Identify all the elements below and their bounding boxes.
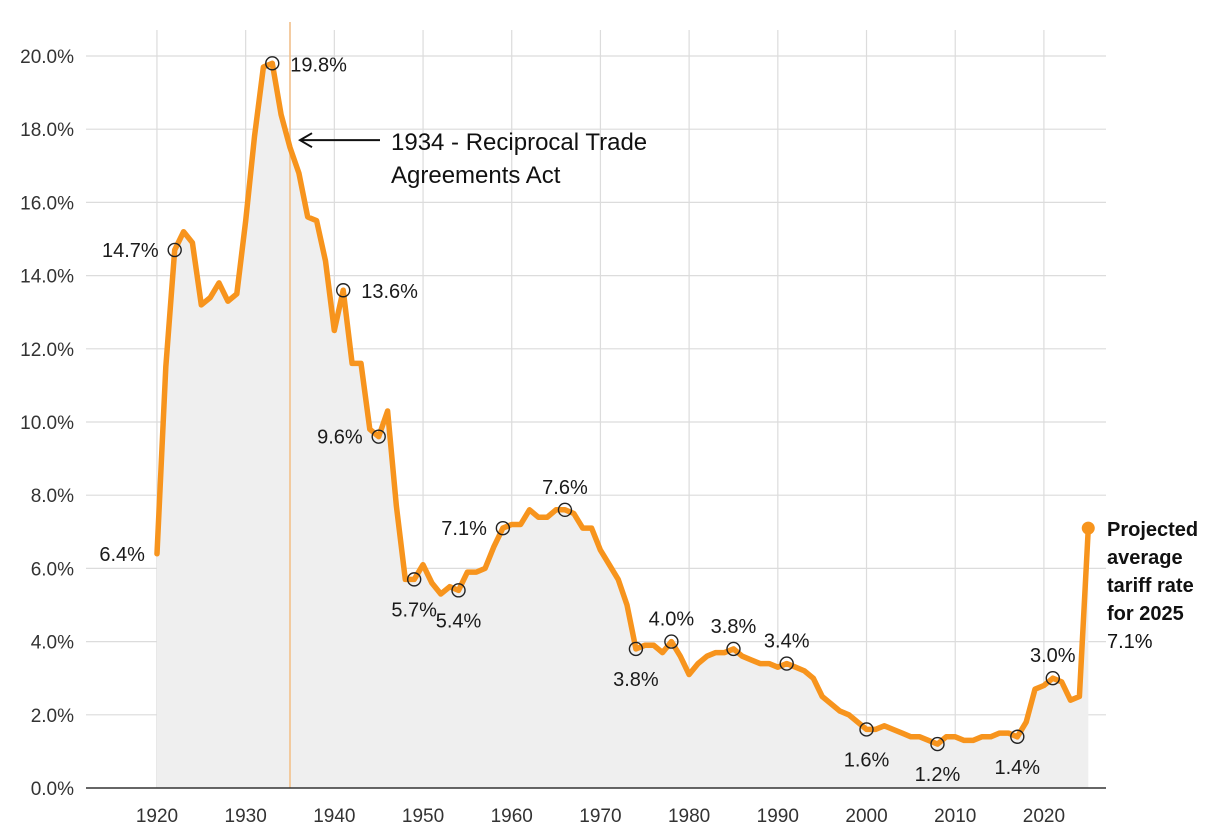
point-marker	[167, 242, 182, 258]
y-tick-label: 10.0%	[20, 413, 74, 434]
data-label: 9.6%	[317, 427, 363, 449]
y-tick-label: 0.0%	[31, 779, 74, 800]
point-marker	[336, 283, 351, 298]
highlighted-points: 14.7% 19.8% 13.6% 9.6% 5.7%5.4% 7.1% 7.6% 3.8% 4…	[102, 54, 1076, 786]
x-tick-label: 1940	[313, 806, 355, 827]
point-marker	[406, 572, 422, 587]
x-tick-label: 1980	[668, 806, 710, 827]
point-marker	[859, 722, 874, 737]
point-marker	[265, 56, 280, 71]
data-label: 1.6%	[844, 749, 890, 771]
y-tick-label: 4.0%	[31, 633, 74, 654]
point-marker	[557, 502, 573, 518]
y-axis-tick-labels: 0.0% 2.0% 4.0% 6.0% 8.0% 10.0% 12.0% 14.0% 16.0%…	[20, 47, 74, 800]
point-marker	[664, 634, 679, 649]
y-tick-label: 18.0%	[20, 120, 74, 141]
data-label: 7.1%	[441, 518, 487, 540]
data-label: 14.7%	[102, 240, 159, 262]
point-marker	[628, 641, 644, 657]
area-fill	[157, 63, 1089, 789]
data-label: 1.2%	[915, 764, 961, 786]
x-tick-label: 1990	[757, 806, 799, 827]
projection-title-line-1: Projected	[1107, 519, 1198, 541]
data-label: 19.8%	[290, 54, 347, 76]
point-marker	[1010, 729, 1025, 744]
point-marker	[779, 656, 794, 671]
annotation-text-line-1: 1934 - Reciprocal Trade	[391, 129, 647, 156]
point-marker	[451, 583, 466, 598]
x-tick-label: 2000	[845, 806, 887, 827]
x-tick-label: 1950	[402, 806, 444, 827]
x-tick-label: 1970	[579, 806, 621, 827]
point-marker	[930, 736, 945, 752]
data-label: 4.0%	[649, 609, 695, 631]
data-label: 7.6%	[542, 477, 588, 499]
x-tick-label: 2010	[934, 806, 976, 827]
data-label: 5.7%	[391, 599, 437, 621]
x-tick-label: 1960	[491, 806, 533, 827]
data-label: 3.4%	[764, 631, 810, 653]
projection-title-line-3: tariff rate	[1107, 575, 1194, 597]
annotation-text-line-2: Agreements Act	[391, 162, 561, 189]
x-axis-tick-labels: 1920 1930 1940 1950 1960 1970 1980 1990 2000 2010…	[136, 806, 1065, 827]
annotation-arrow-head	[298, 132, 313, 149]
data-label: 1.4%	[995, 757, 1041, 779]
data-label: 3.8%	[613, 669, 659, 691]
x-tick-label: 1930	[225, 806, 267, 827]
point-marker	[371, 429, 386, 444]
data-label: 5.4%	[436, 610, 482, 632]
data-label: 13.6%	[361, 281, 418, 303]
y-tick-label: 14.0%	[20, 267, 74, 288]
y-tick-label: 2.0%	[31, 706, 74, 727]
y-tick-label: 20.0%	[20, 47, 74, 68]
y-tick-label: 6.0%	[31, 559, 74, 580]
projection-annotation: Projected average tariff rate for 2025 7…	[1081, 519, 1198, 653]
x-tick-label: 1920	[136, 806, 178, 827]
point-marker	[495, 520, 511, 536]
point-marker	[726, 641, 741, 657]
y-tick-label: 8.0%	[31, 486, 74, 507]
point-marker	[1045, 671, 1060, 686]
y-tick-label: 12.0%	[20, 340, 74, 361]
start-value-label: 6.4%	[99, 544, 145, 566]
reciprocal-trade-act-annotation: 1934 - Reciprocal Trade Agreements Act	[298, 129, 647, 189]
projection-value-label: 7.1%	[1107, 631, 1153, 653]
series-line-average-tariff	[154, 60, 1092, 747]
x-tick-label: 2020	[1023, 806, 1065, 827]
projection-point	[1081, 521, 1095, 535]
projection-title-line-4: for 2025	[1107, 603, 1184, 625]
data-label: 3.8%	[711, 616, 757, 638]
data-label: 3.0%	[1030, 645, 1076, 667]
projection-title-line-2: average	[1107, 547, 1183, 569]
y-tick-label: 16.0%	[20, 193, 74, 214]
